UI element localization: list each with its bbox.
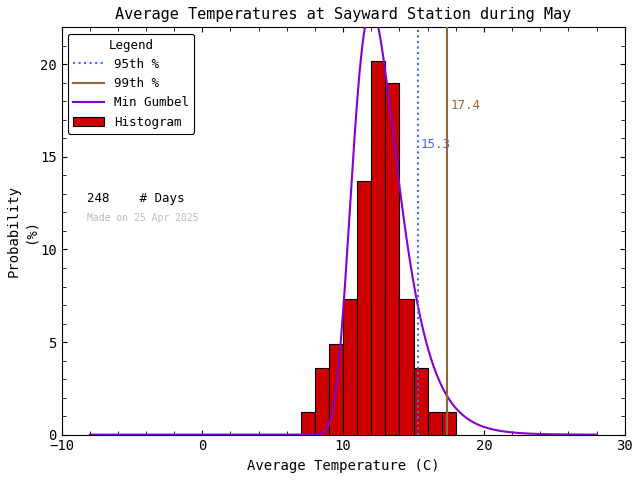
X-axis label: Average Temperature (C): Average Temperature (C) bbox=[247, 459, 440, 473]
Bar bbox=[329, 344, 343, 434]
Bar bbox=[442, 412, 456, 434]
Legend: 95th %, 99th %, Min Gumbel, Histogram: 95th %, 99th %, Min Gumbel, Histogram bbox=[68, 34, 194, 133]
Title: Average Temperatures at Sayward Station during May: Average Temperatures at Sayward Station … bbox=[115, 7, 572, 22]
Text: 17.4: 17.4 bbox=[450, 99, 480, 112]
Bar bbox=[301, 412, 315, 434]
Bar bbox=[357, 181, 371, 434]
Bar bbox=[371, 60, 385, 434]
Text: 248    # Days: 248 # Days bbox=[87, 192, 184, 205]
Y-axis label: Probability
(%): Probability (%) bbox=[7, 185, 37, 277]
Bar bbox=[428, 412, 442, 434]
Bar bbox=[385, 83, 399, 434]
Text: Made on 25 Apr 2025: Made on 25 Apr 2025 bbox=[87, 213, 198, 223]
Text: 15.3: 15.3 bbox=[420, 138, 451, 151]
Bar bbox=[315, 368, 329, 434]
Bar bbox=[399, 300, 413, 434]
Bar bbox=[343, 300, 357, 434]
Bar bbox=[413, 368, 428, 434]
